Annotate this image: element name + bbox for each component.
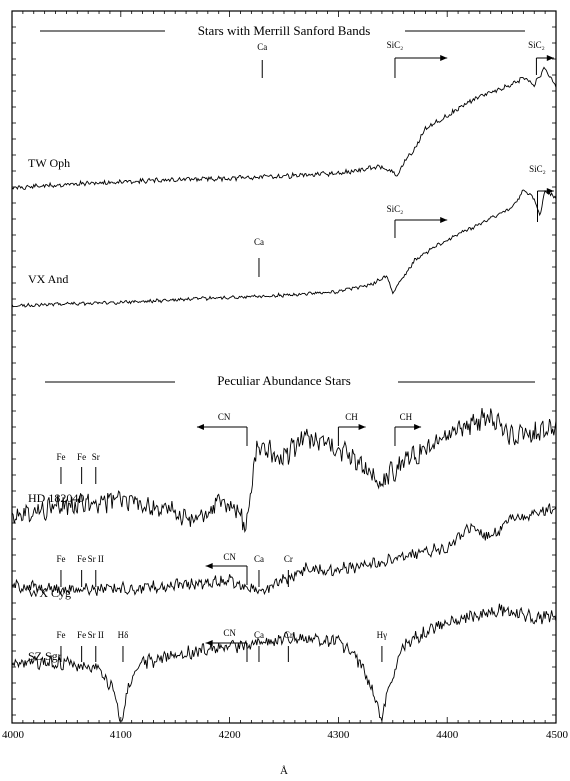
line-label: Cr — [284, 630, 293, 640]
x-tick-label: 4500 — [546, 729, 569, 741]
series-label: VX And — [28, 272, 68, 286]
spectrum-line — [11, 66, 557, 191]
line-label: Cr — [284, 554, 293, 564]
x-tick-label: 4100 — [110, 729, 133, 741]
line-label: Fe — [56, 452, 65, 462]
x-axis-label: Å — [280, 765, 288, 777]
arrow-head — [358, 424, 366, 430]
line-label: CN — [223, 628, 236, 638]
line-label: SiC₂ — [528, 40, 545, 50]
series-label: WX Cyg — [28, 586, 71, 600]
series-label: SZ Sgr — [28, 649, 62, 663]
tick-marks — [11, 11, 557, 723]
line-label: Fe — [77, 554, 86, 564]
line-label: Hγ — [377, 630, 387, 640]
line-label: CN — [223, 552, 236, 562]
series-label: HD 182040 — [28, 491, 84, 505]
line-label: Hδ — [118, 630, 129, 640]
series-label: TW Oph — [28, 156, 70, 170]
line-label: Fe — [77, 452, 86, 462]
x-tick-label: 4200 — [219, 729, 242, 741]
section-title: Stars with Merrill Sanford Bands — [198, 23, 371, 38]
line-label: Sr II — [88, 630, 104, 640]
x-tick-label: 4300 — [327, 729, 350, 741]
line-label: CH — [400, 412, 413, 422]
line-label: Ca — [254, 554, 264, 564]
line-label: CN — [218, 412, 231, 422]
line-label: CH — [345, 412, 358, 422]
arrow-head — [546, 55, 554, 61]
arrow-head — [546, 188, 554, 194]
arrow-head — [205, 563, 213, 569]
spectrum-line — [11, 503, 557, 596]
arrow-head — [205, 640, 213, 646]
line-label: SiC₂ — [529, 164, 546, 174]
arrow-head — [440, 55, 448, 61]
line-label: Fe — [77, 630, 86, 640]
arrow-head — [440, 217, 448, 223]
series-lines: TW Oph VX And HD 182040 WX Cyg SZ Sgr — [11, 66, 557, 722]
spectrum-line — [11, 408, 557, 534]
x-tick-labels: 4000 4100 4200 4300 4400 4500 — [2, 729, 569, 741]
line-label: Ca — [254, 237, 264, 247]
line-label: Fe — [56, 554, 65, 564]
arrow-head — [196, 424, 204, 430]
line-label: Ca — [254, 630, 264, 640]
section-title: Peculiar Abundance Stars — [217, 373, 351, 388]
line-label: SiC₂ — [387, 40, 404, 50]
line-label: Sr II — [88, 554, 104, 564]
spectrum-line — [11, 189, 557, 308]
line-label: SiC₂ — [387, 204, 404, 214]
arrow-head — [414, 424, 422, 430]
line-label: Sr — [92, 452, 100, 462]
spectrum-line — [11, 603, 557, 722]
x-tick-label: 4000 — [2, 729, 25, 741]
section-headers: Stars with Merrill Sanford Bands Peculiar… — [40, 23, 535, 388]
line-label: Fe — [56, 630, 65, 640]
x-tick-label: 4400 — [436, 729, 459, 741]
line-label: Ca — [257, 42, 267, 52]
